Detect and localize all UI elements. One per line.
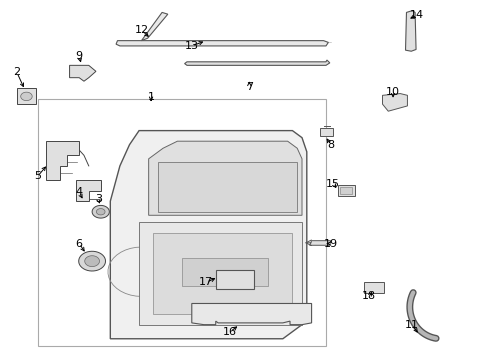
Polygon shape <box>405 11 415 51</box>
Text: 6: 6 <box>76 239 82 248</box>
Text: 8: 8 <box>326 140 334 150</box>
Bar <box>39 99 325 346</box>
Polygon shape <box>69 66 96 81</box>
Polygon shape <box>17 88 36 104</box>
Text: 2: 2 <box>13 67 20 77</box>
Polygon shape <box>364 282 384 293</box>
Polygon shape <box>79 251 105 271</box>
Polygon shape <box>141 12 167 41</box>
Text: 19: 19 <box>323 239 337 248</box>
Text: 11: 11 <box>405 320 418 330</box>
Text: 12: 12 <box>134 25 148 35</box>
Text: 18: 18 <box>361 292 375 301</box>
Polygon shape <box>153 233 292 314</box>
Polygon shape <box>340 187 351 194</box>
Polygon shape <box>309 241 330 245</box>
Polygon shape <box>320 128 332 136</box>
Text: 7: 7 <box>245 81 252 91</box>
Polygon shape <box>76 180 101 201</box>
Text: 10: 10 <box>385 87 399 97</box>
Polygon shape <box>20 92 32 100</box>
Text: 15: 15 <box>325 179 340 189</box>
Text: 13: 13 <box>184 41 199 51</box>
Polygon shape <box>84 256 99 266</box>
Text: 17: 17 <box>199 277 213 287</box>
Polygon shape <box>382 94 407 111</box>
Polygon shape <box>158 162 297 212</box>
Text: 14: 14 <box>409 10 423 20</box>
Polygon shape <box>148 141 302 215</box>
Polygon shape <box>337 185 354 196</box>
Polygon shape <box>110 131 306 339</box>
Text: 5: 5 <box>34 171 41 181</box>
Text: 16: 16 <box>223 327 237 337</box>
Text: 1: 1 <box>147 92 154 102</box>
Polygon shape <box>215 270 254 289</box>
Text: 3: 3 <box>95 194 102 204</box>
Polygon shape <box>182 258 268 286</box>
Polygon shape <box>45 141 79 180</box>
Polygon shape <box>96 208 105 215</box>
Polygon shape <box>92 206 109 218</box>
Polygon shape <box>191 303 311 325</box>
Text: 4: 4 <box>76 187 82 197</box>
Polygon shape <box>139 222 302 325</box>
Polygon shape <box>116 41 328 46</box>
Text: 9: 9 <box>76 51 82 61</box>
Polygon shape <box>184 60 329 66</box>
